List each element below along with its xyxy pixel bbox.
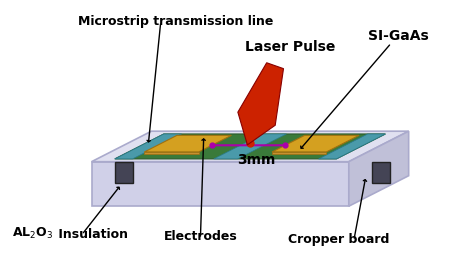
Polygon shape <box>115 162 133 183</box>
Text: Electrodes: Electrodes <box>164 230 237 243</box>
Polygon shape <box>91 131 409 162</box>
Text: Laser Pulse: Laser Pulse <box>245 40 335 54</box>
Text: Cropper board: Cropper board <box>288 233 390 246</box>
Polygon shape <box>115 134 182 159</box>
Polygon shape <box>214 134 286 159</box>
Polygon shape <box>238 63 283 145</box>
Polygon shape <box>91 162 349 206</box>
Polygon shape <box>372 162 390 183</box>
Polygon shape <box>272 152 327 154</box>
Polygon shape <box>272 135 359 152</box>
Polygon shape <box>145 135 231 152</box>
Polygon shape <box>145 152 199 154</box>
Text: Microstrip transmission line: Microstrip transmission line <box>78 15 273 28</box>
Polygon shape <box>115 134 385 159</box>
Text: Insulation: Insulation <box>54 228 128 241</box>
Text: 3mm: 3mm <box>237 153 275 167</box>
Text: SI-GaAs: SI-GaAs <box>368 29 428 43</box>
Text: AL$_2$O$_3$: AL$_2$O$_3$ <box>12 226 54 241</box>
Polygon shape <box>349 131 409 206</box>
Polygon shape <box>319 134 385 159</box>
